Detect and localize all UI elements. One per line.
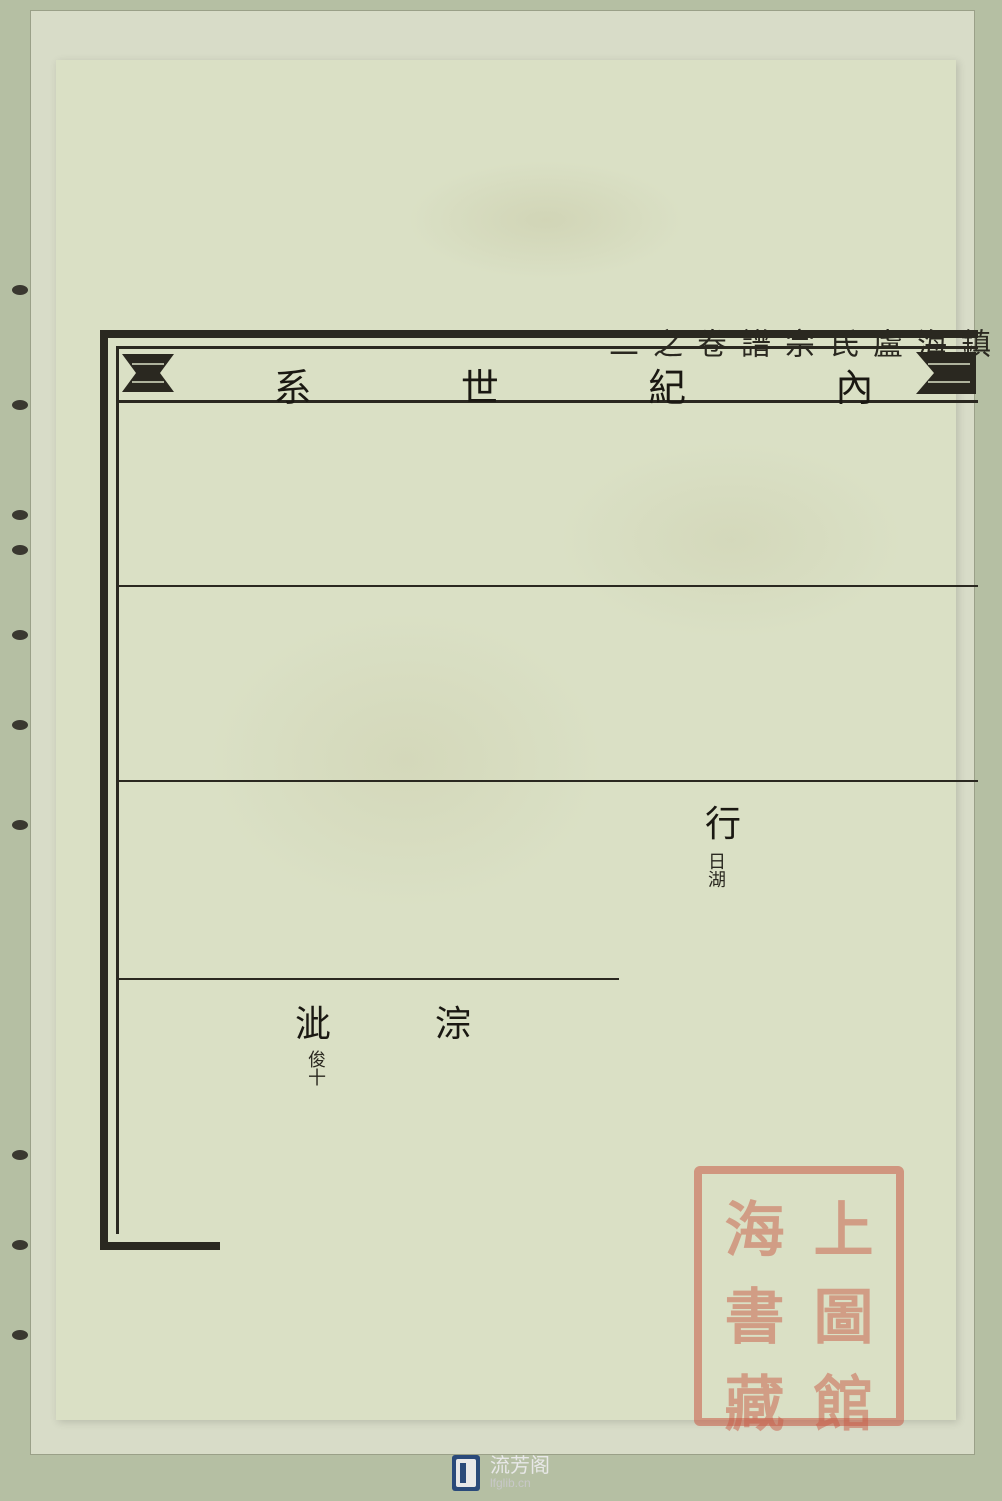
binding-hole [12,1150,28,1160]
margin-char: 譜 [730,328,774,366]
binding-hole [12,510,28,520]
entry-annotation: 俊十 [303,1050,329,1086]
margin-char: 海 [906,328,950,366]
margin-char: 盧 [862,328,906,366]
margin-char: 卷 [686,328,730,366]
genealogy-frame: 系 世 紀 內 行 日湖 淙 泚 俊十 [100,330,978,1250]
entry-annotation: 日湖 [703,852,729,888]
binding-hole [12,285,28,295]
margin-char: 之 [642,328,686,366]
seal-characters: 海 上 書 圖 藏 館 [710,1182,888,1410]
watermark-logo-icon [452,1455,480,1491]
title-char: 系 [274,357,312,412]
entry-name-char: 泚 [295,995,331,1047]
register-line [119,585,978,587]
source-watermark: 流芳阁 lfglib.cn [0,1451,1002,1495]
binding-hole [12,630,28,640]
entry-name-char: 行 [705,795,741,847]
seal-char: 藏 [710,1356,799,1443]
seal-char: 圖 [799,1269,888,1356]
binding-hole [12,720,28,730]
entry-name-char: 淙 [435,995,471,1047]
frame-inner-left [116,346,119,1234]
paper-stain [406,160,686,280]
binding-hole [12,545,28,555]
binding-hole [12,1240,28,1250]
seal-char: 海 [710,1182,799,1269]
watermark-text: 流芳阁 lfglib.cn [490,1455,550,1490]
binding-hole [12,400,28,410]
watermark-url: lfglib.cn [490,1477,550,1490]
margin-char: 二 [598,328,642,366]
seal-char: 館 [799,1356,888,1443]
binding-hole [12,1330,28,1340]
seal-char: 書 [710,1269,799,1356]
binding-hole [12,820,28,830]
library-seal-stamp: 海 上 書 圖 藏 館 [694,1166,904,1426]
margin-book-title: 鎮 海 盧 氏 宗 譜 卷 之 二 [962,328,994,370]
margin-char: 鎮 [950,328,994,366]
margin-char: 氏 [818,328,862,366]
title-char: 世 [461,357,499,412]
margin-char: 宗 [774,328,818,366]
register-line [119,780,978,782]
frame-border-left [100,330,108,1250]
frame-border-bottom [100,1242,220,1250]
seal-char: 上 [799,1182,888,1269]
register-line-partial [119,978,619,980]
watermark-site-name: 流芳阁 [490,1455,550,1477]
